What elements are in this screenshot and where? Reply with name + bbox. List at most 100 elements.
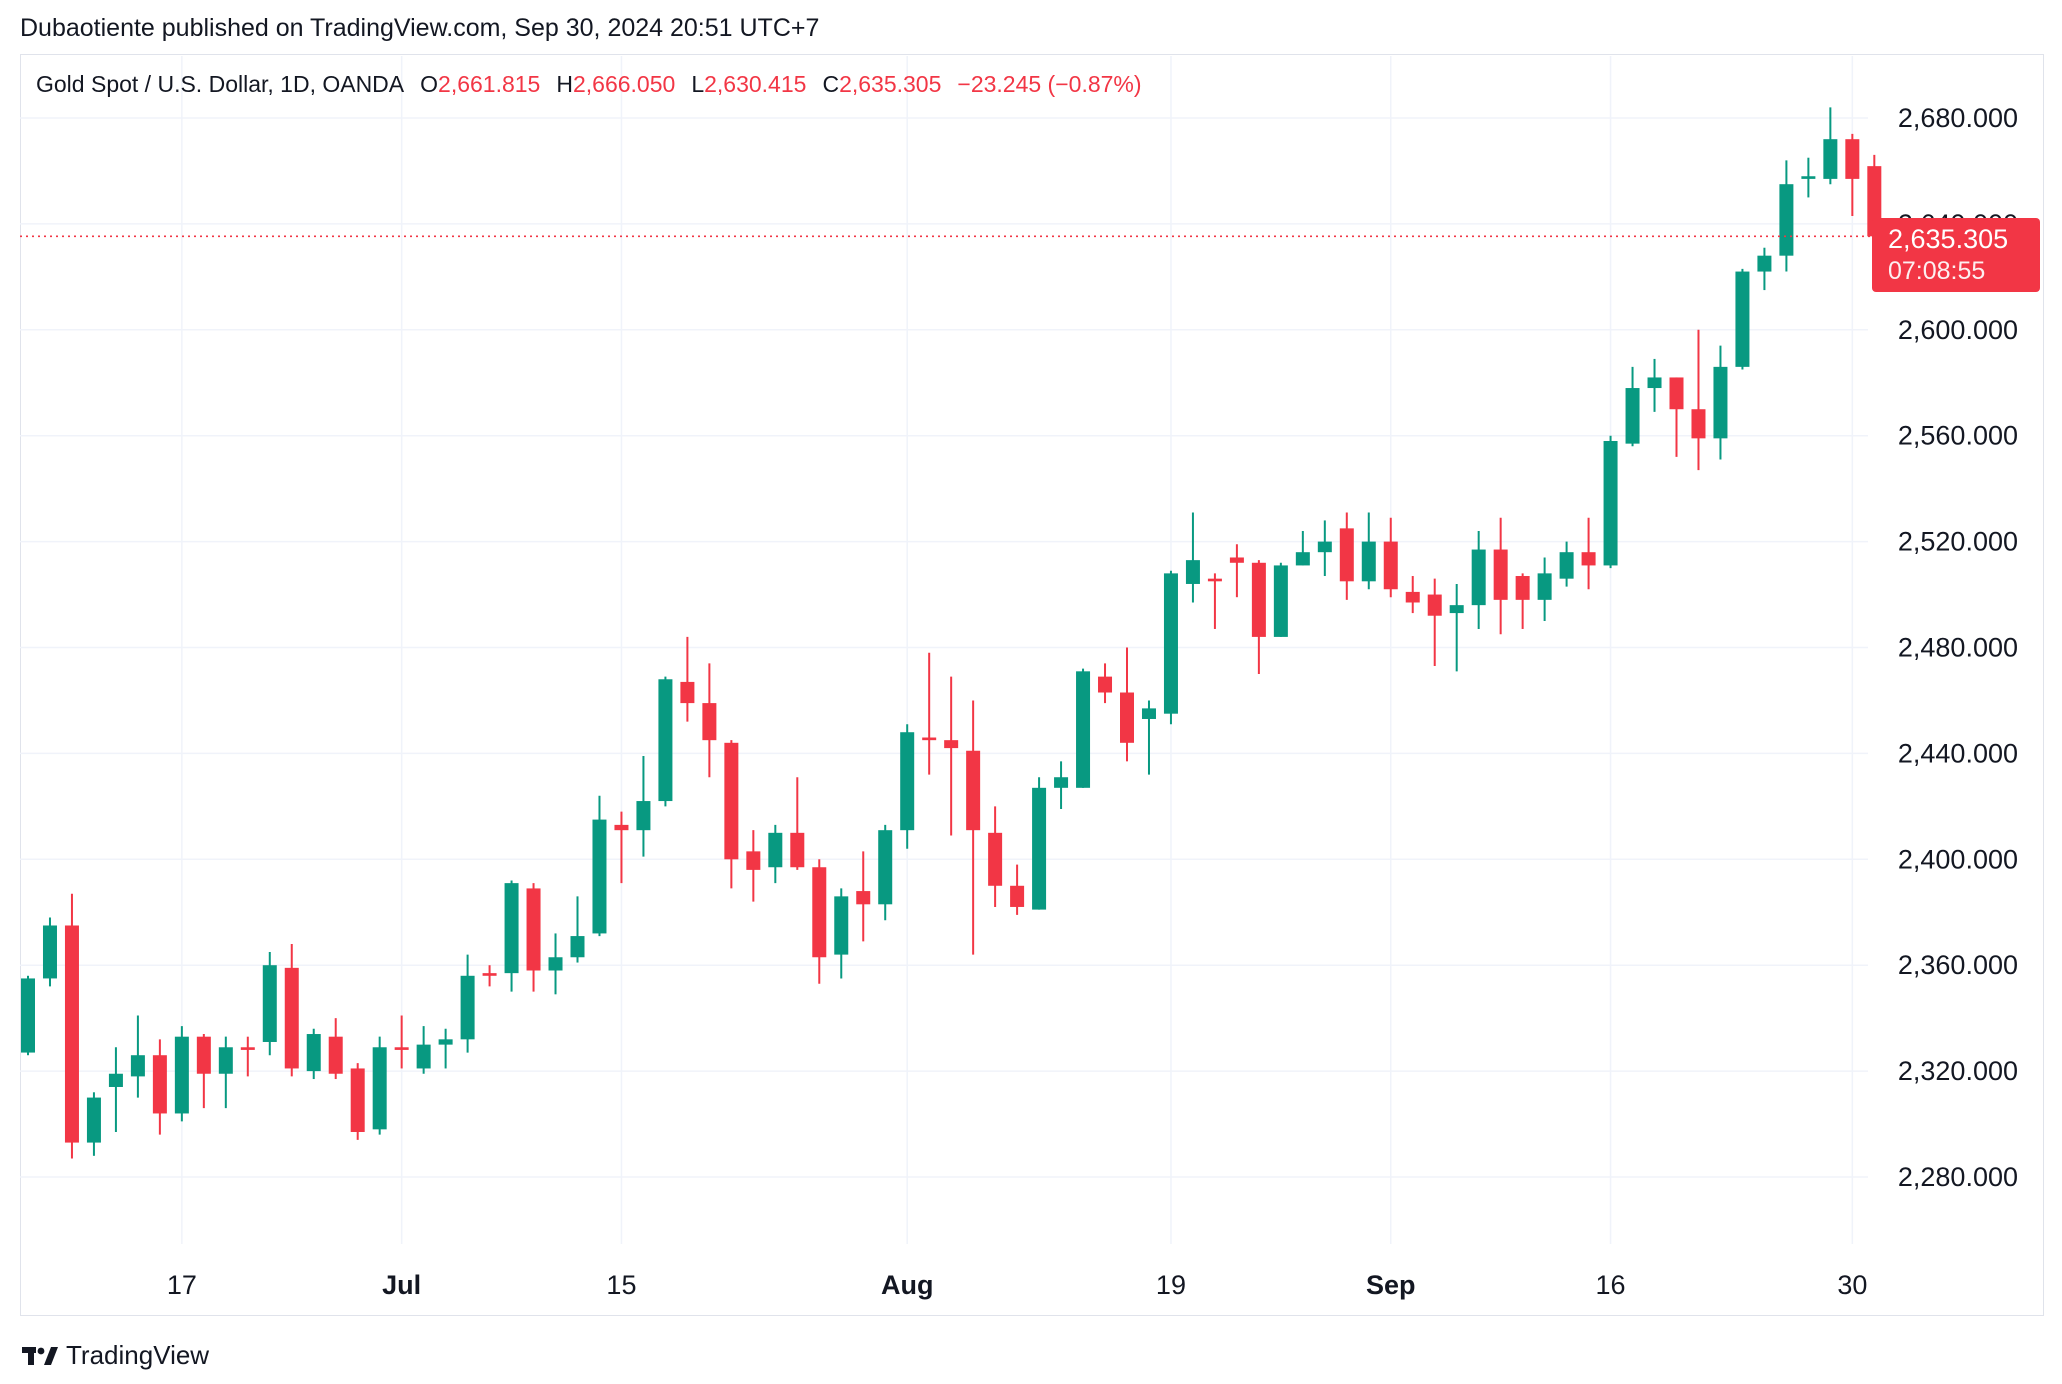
candle[interactable] bbox=[570, 896, 585, 963]
candle[interactable] bbox=[834, 888, 849, 979]
candle[interactable] bbox=[1581, 517, 1596, 590]
candle[interactable] bbox=[438, 1028, 453, 1069]
candle[interactable] bbox=[1515, 573, 1530, 629]
candle[interactable] bbox=[1757, 247, 1772, 291]
candle[interactable] bbox=[1427, 578, 1442, 667]
candle[interactable] bbox=[152, 1039, 167, 1135]
candle[interactable] bbox=[350, 1063, 365, 1140]
candle[interactable] bbox=[746, 830, 761, 902]
chart-frame[interactable] bbox=[20, 54, 2044, 1316]
candle[interactable] bbox=[328, 1018, 343, 1080]
candle[interactable] bbox=[878, 824, 893, 921]
candle-body bbox=[746, 851, 761, 870]
candle[interactable] bbox=[416, 1026, 431, 1074]
high-value: 2,666.050 bbox=[572, 71, 676, 97]
candle[interactable] bbox=[1449, 583, 1464, 672]
candle[interactable] bbox=[262, 951, 277, 1056]
candle[interactable] bbox=[1339, 512, 1354, 600]
candle[interactable] bbox=[1163, 570, 1178, 725]
candle[interactable] bbox=[988, 806, 1003, 907]
candle[interactable] bbox=[504, 880, 519, 992]
candle[interactable] bbox=[130, 1015, 145, 1098]
candle[interactable] bbox=[1603, 435, 1618, 569]
candle[interactable] bbox=[1141, 700, 1156, 775]
candle[interactable] bbox=[460, 954, 475, 1053]
candle[interactable] bbox=[174, 1026, 189, 1122]
candle[interactable] bbox=[922, 652, 937, 775]
open-value: 2,661.815 bbox=[438, 71, 541, 97]
candle-body bbox=[504, 883, 519, 974]
candle[interactable] bbox=[812, 859, 827, 984]
x-tick-label: Aug bbox=[881, 1270, 933, 1300]
candle[interactable] bbox=[1383, 517, 1398, 598]
candle[interactable] bbox=[768, 824, 783, 884]
candle[interactable] bbox=[856, 851, 871, 942]
candle[interactable] bbox=[1054, 761, 1069, 809]
candle[interactable] bbox=[1295, 531, 1310, 566]
candle[interactable] bbox=[1185, 512, 1200, 603]
candle[interactable] bbox=[1010, 864, 1025, 915]
candle[interactable] bbox=[306, 1028, 321, 1080]
candle[interactable] bbox=[1625, 366, 1640, 447]
candle[interactable] bbox=[196, 1034, 211, 1109]
candle[interactable] bbox=[1559, 541, 1574, 587]
candle[interactable] bbox=[790, 777, 805, 870]
candle[interactable] bbox=[1098, 663, 1113, 704]
candle[interactable] bbox=[1229, 544, 1244, 598]
candle[interactable] bbox=[900, 724, 915, 849]
candle[interactable] bbox=[680, 636, 695, 722]
x-tick-label: 15 bbox=[606, 1270, 636, 1300]
candle[interactable] bbox=[42, 917, 57, 987]
candle[interactable] bbox=[614, 811, 629, 884]
candle[interactable] bbox=[482, 965, 497, 987]
candle[interactable] bbox=[658, 676, 673, 807]
candle[interactable] bbox=[1823, 107, 1838, 185]
candle[interactable] bbox=[1669, 377, 1684, 457]
candle[interactable] bbox=[1735, 268, 1750, 370]
candle-body bbox=[1845, 139, 1860, 179]
candle[interactable] bbox=[1207, 573, 1222, 629]
candle[interactable] bbox=[21, 975, 35, 1056]
candle[interactable] bbox=[1713, 345, 1728, 460]
candle[interactable] bbox=[1361, 512, 1376, 590]
candle[interactable] bbox=[724, 740, 739, 889]
candle-layer bbox=[21, 107, 1882, 1159]
candle-body bbox=[21, 978, 35, 1053]
candle[interactable] bbox=[284, 944, 299, 1077]
candle[interactable] bbox=[218, 1036, 233, 1109]
candle[interactable] bbox=[944, 676, 959, 836]
candlestick-chart[interactable]: 2,280.000 2,320.000 2,360.000 2,400.000 2,44… bbox=[0, 0, 2062, 1330]
candle[interactable] bbox=[526, 883, 541, 992]
candle[interactable] bbox=[1471, 531, 1486, 629]
candle[interactable] bbox=[86, 1092, 101, 1156]
candle[interactable] bbox=[702, 663, 717, 778]
candle[interactable] bbox=[394, 1015, 409, 1069]
candle[interactable] bbox=[1251, 560, 1266, 674]
candle[interactable] bbox=[64, 893, 79, 1159]
candle[interactable] bbox=[108, 1047, 123, 1132]
candle[interactable] bbox=[1405, 576, 1420, 614]
candle-body bbox=[1098, 676, 1113, 693]
candle[interactable] bbox=[1801, 157, 1816, 198]
candle[interactable] bbox=[592, 795, 607, 937]
candle-body bbox=[1427, 594, 1442, 616]
candle[interactable] bbox=[966, 700, 981, 955]
candle[interactable] bbox=[1779, 160, 1794, 272]
candle[interactable] bbox=[1845, 133, 1860, 216]
tradingview-brand[interactable]: TradingView bbox=[22, 1340, 209, 1371]
candle[interactable] bbox=[1537, 557, 1552, 622]
candle[interactable] bbox=[1032, 777, 1047, 910]
candle-body bbox=[130, 1055, 145, 1077]
candle[interactable] bbox=[1317, 520, 1332, 577]
candle[interactable] bbox=[1493, 517, 1508, 635]
candle[interactable] bbox=[1691, 329, 1706, 471]
candle[interactable] bbox=[1273, 562, 1288, 637]
candle[interactable] bbox=[372, 1036, 387, 1135]
candle[interactable] bbox=[240, 1036, 255, 1077]
candle[interactable] bbox=[1647, 358, 1662, 412]
candle[interactable] bbox=[1076, 668, 1091, 788]
candle-body bbox=[1449, 605, 1464, 614]
candle[interactable] bbox=[1120, 647, 1134, 762]
candle[interactable] bbox=[548, 933, 563, 995]
candle[interactable] bbox=[636, 756, 651, 857]
